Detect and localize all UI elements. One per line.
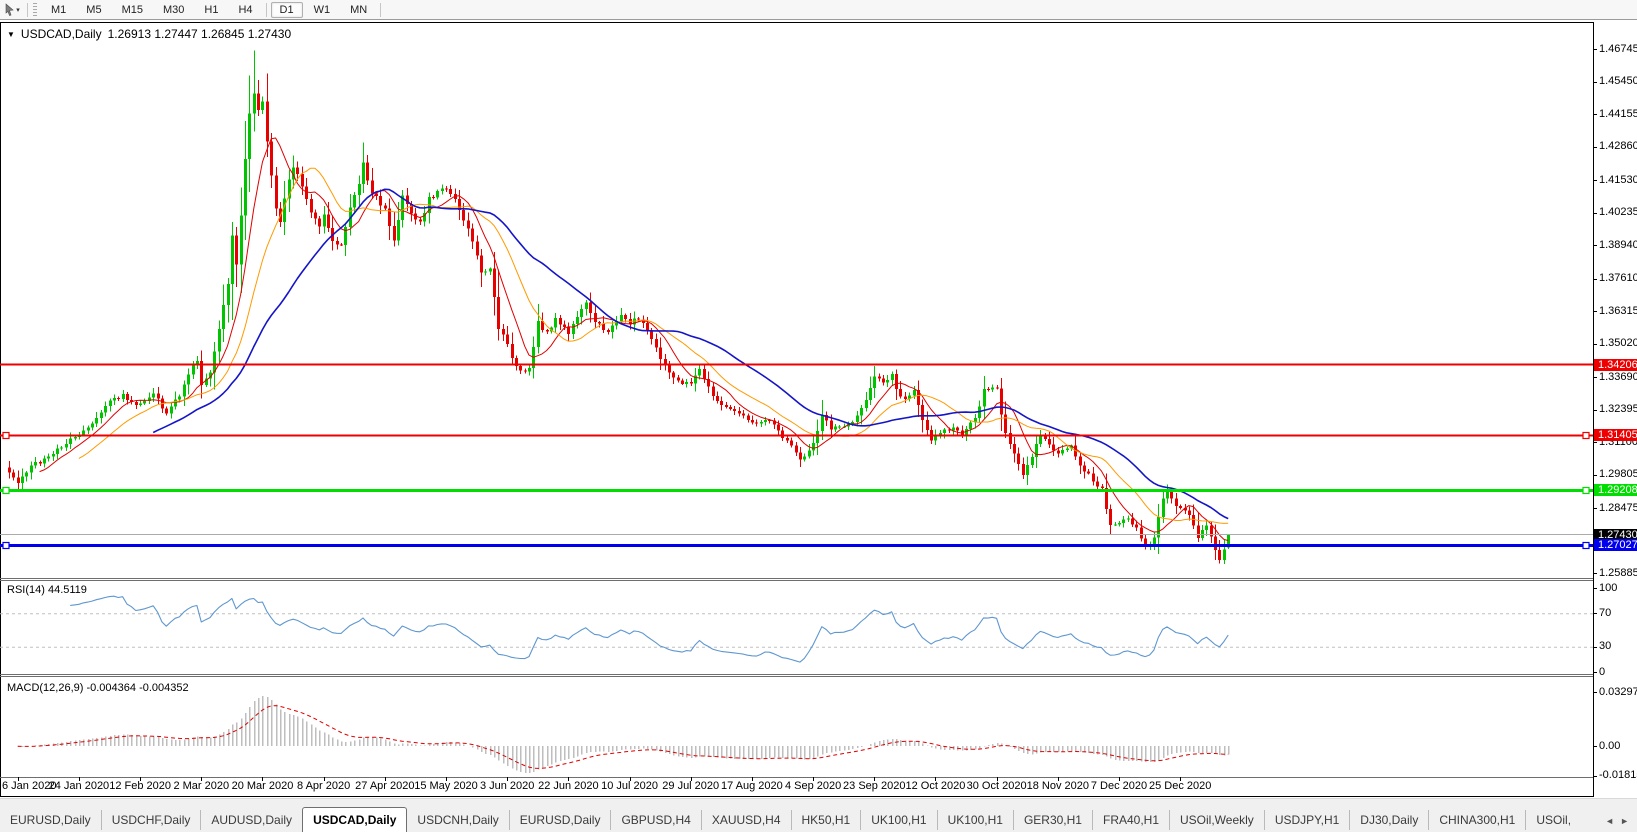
rsi-axis-label: 100 — [1599, 581, 1618, 594]
price-axis-label: 1.37610 — [1599, 272, 1637, 285]
price-axis-label: 1.41530 — [1599, 173, 1637, 186]
chart-title-ohlc: 1.26913 1.27447 1.26845 1.27430 — [107, 27, 292, 41]
chart-title-symbol: USDCAD,Daily — [20, 27, 102, 41]
price-tag-1.27430: 1.27430 — [1594, 528, 1637, 541]
timeframe-button-m1[interactable]: M1 — [51, 3, 67, 16]
timeframe-button-m15[interactable]: M15 — [121, 3, 143, 16]
rsi-indicator-label: RSI(14) 44.5119 — [7, 584, 87, 596]
price-axis-label: 1.33690 — [1599, 370, 1637, 383]
date-axis-label: 17 Aug 2020 — [720, 780, 783, 792]
date-axis-label: 12 Oct 2020 — [905, 780, 966, 792]
timeframe-button-m5[interactable]: M5 — [86, 3, 102, 16]
timeframe-button-mn[interactable]: MN — [350, 3, 368, 16]
date-axis-label: 4 Sep 2020 — [784, 780, 842, 792]
macd-axis-label: 0.00 — [1599, 739, 1621, 752]
price-axis-label: 1.25885 — [1599, 566, 1637, 579]
timeframe-button-w1[interactable]: W1 — [313, 3, 331, 16]
price-axis-label: 1.38940 — [1599, 238, 1637, 251]
date-axis-label: 25 Dec 2020 — [1148, 780, 1212, 792]
tab-eurusd-daily[interactable]: EURUSD,Daily — [508, 810, 611, 830]
tab-usdjpy-h1[interactable]: USDJPY,H1 — [1263, 810, 1349, 830]
chart-window: ▼ USDCAD,Daily 1.26913 1.27447 1.26845 1… — [0, 22, 1637, 797]
timeframe-button-group: M1 M5 M15 M30 H1 H4 D1 W1 MN — [41, 1, 384, 18]
rsi-axis-label: 70 — [1599, 606, 1612, 619]
tab-usdcnh-daily[interactable]: USDCNH,Daily — [417, 813, 499, 827]
toolbar-separator — [265, 2, 267, 17]
price-axis-label: 1.29805 — [1599, 468, 1637, 481]
tab-usoil-[interactable]: USOil, — [1525, 810, 1581, 830]
tab-scroll-left-icon[interactable]: ◄ — [1605, 816, 1615, 826]
collapse-triangle-icon: ▼ — [7, 29, 15, 39]
cursor-icon-glyph — [5, 3, 14, 16]
date-axis-label: 2 Mar 2020 — [173, 780, 230, 792]
date-axis-label: 29 Jul 2020 — [662, 780, 720, 792]
price-chart[interactable] — [0, 22, 1637, 797]
chart-title: ▼ USDCAD,Daily 1.26913 1.27447 1.26845 1… — [7, 27, 291, 41]
tab-hk50-h1[interactable]: HK50,H1 — [790, 810, 861, 830]
date-axis-label: 18 Nov 2020 — [1026, 780, 1089, 792]
tab-gbpusd-h4[interactable]: GBPUSD,H4 — [610, 810, 700, 830]
tab-usoil-weekly[interactable]: USOil,Weekly — [1169, 810, 1264, 830]
toolbar-grip-handle[interactable] — [33, 3, 37, 16]
date-axis-label: 20 Mar 2020 — [231, 780, 294, 792]
date-axis-label: 10 Jul 2020 — [601, 780, 658, 792]
tab-ger30-h1[interactable]: GER30,H1 — [1012, 810, 1092, 830]
rsi-axis-label: 30 — [1599, 640, 1612, 653]
macd-axis-label: 0.032972 — [1599, 685, 1637, 698]
rsi-axis-label: 0 — [1599, 665, 1606, 678]
price-tag-1.31405: 1.31405 — [1594, 429, 1637, 442]
tab-usdcad-daily[interactable]: USDCAD,Daily — [302, 807, 408, 832]
toolbar: ▾ M1 M5 M15 M30 H1 H4 D1 W1 MN — [0, 0, 1637, 20]
price-tag-1.27027: 1.27027 — [1594, 539, 1637, 552]
price-tag-1.29208: 1.29208 — [1594, 484, 1637, 497]
date-axis-label: 12 Feb 2020 — [109, 780, 171, 792]
chevron-down-icon: ▾ — [16, 6, 20, 14]
date-axis-label: 23 Sep 2020 — [843, 780, 906, 792]
timeframe-button-h1[interactable]: H1 — [204, 3, 219, 16]
price-axis-label: 1.36315 — [1599, 304, 1637, 317]
tab-xauusd-h4[interactable]: XAUUSD,H4 — [700, 810, 791, 830]
price-axis-label: 1.28475 — [1599, 501, 1637, 514]
price-axis-label: 1.45450 — [1599, 75, 1637, 88]
timeframe-button-d1[interactable]: D1 — [270, 1, 303, 18]
price-axis-label: 1.42860 — [1599, 140, 1637, 153]
price-axis-label: 1.35020 — [1599, 337, 1637, 350]
chart-tabs: EURUSD,Daily USDCHF,Daily AUDUSD,Daily USDC… — [0, 799, 1601, 832]
date-axis-label: 3 Jun 2020 — [479, 780, 535, 792]
tab-dj30-daily[interactable]: DJ30,Daily — [1349, 810, 1428, 830]
tab-uk100-h1[interactable]: UK100,H1 — [860, 810, 936, 830]
tab-china300-h1[interactable]: CHINA300,H1 — [1428, 810, 1525, 830]
price-tag-1.34206: 1.34206 — [1594, 358, 1637, 371]
date-axis-label: 15 May 2020 — [414, 780, 478, 792]
tab-audusd-daily[interactable]: AUDUSD,Daily — [200, 810, 302, 830]
timeframe-button-h4[interactable]: H4 — [238, 3, 253, 16]
tab-fra40-h1[interactable]: FRA40,H1 — [1091, 810, 1169, 830]
price-axis-label: 1.46745 — [1599, 42, 1637, 55]
tab-uk100-h1[interactable]: UK100,H1 — [936, 810, 1013, 830]
tab-scroll-controls: ◄ ► — [1601, 816, 1637, 832]
date-axis-label: 30 Oct 2020 — [966, 780, 1027, 792]
tab-eurusd-daily[interactable]: EURUSD,Daily — [10, 813, 91, 827]
date-axis-label: 27 Apr 2020 — [355, 780, 415, 792]
date-axis-label: 6 Jan 2020 — [2, 780, 57, 792]
cursor-icon[interactable]: ▾ — [0, 2, 24, 18]
timeframe-button-m30[interactable]: M30 — [162, 3, 185, 16]
tab-usdchf-daily[interactable]: USDCHF,Daily — [100, 810, 201, 830]
chart-tab-bar: EURUSD,Daily USDCHF,Daily AUDUSD,Daily USDC… — [0, 798, 1637, 832]
date-axis-label: 22 Jun 2020 — [538, 780, 599, 792]
macd-axis-label: -0.018154 — [1599, 769, 1637, 782]
price-axis-label: 1.32395 — [1599, 403, 1637, 416]
toolbar-separator — [380, 2, 382, 17]
date-axis-label: 24 Jan 2020 — [48, 780, 110, 792]
date-axis-label: 8 Apr 2020 — [297, 780, 351, 792]
date-axis-label: 7 Dec 2020 — [1090, 780, 1148, 792]
macd-indicator-label: MACD(12,26,9) -0.004364 -0.004352 — [7, 682, 189, 694]
price-axis-label: 1.40235 — [1599, 206, 1637, 219]
toolbar-separator — [27, 2, 28, 17]
price-axis-label: 1.44155 — [1599, 107, 1637, 120]
tab-scroll-right-icon[interactable]: ► — [1620, 816, 1629, 826]
